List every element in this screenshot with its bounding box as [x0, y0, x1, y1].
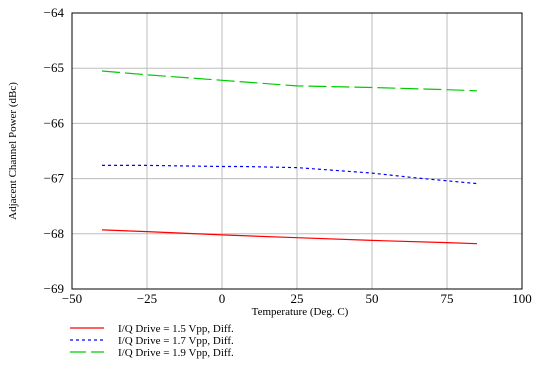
y-tick-label: −67: [44, 171, 65, 186]
x-tick-label: 25: [291, 291, 304, 306]
x-axis-label: Temperature (Deg. C): [252, 306, 349, 318]
x-tick-label: 0: [219, 291, 226, 306]
x-tick-label: −25: [137, 291, 157, 306]
legend-label: I/Q Drive = 1.9 Vpp, Diff.: [118, 347, 234, 359]
x-tick-label: 75: [441, 291, 454, 306]
y-tick-label: −65: [44, 60, 64, 75]
y-tick-label: −68: [44, 226, 64, 241]
series-line-2: [102, 164, 478, 185]
y-tick-label: −69: [44, 281, 64, 296]
x-tick-label: 100: [512, 291, 532, 306]
y-tick-label: −66: [44, 115, 65, 130]
x-tick-label: −50: [62, 291, 82, 306]
x-tick-label: 50: [366, 291, 379, 306]
series-lines: [101, 70, 478, 245]
legend: I/Q Drive = 1.5 Vpp, Diff.I/Q Drive = 1.…: [70, 323, 234, 359]
series-line-1: [101, 229, 478, 245]
legend-label: I/Q Drive = 1.7 Vpp, Diff.: [118, 335, 234, 347]
y-tick-label: −64: [44, 5, 65, 20]
y-tick-labels: −64 −65 −66 −67 −68 −69: [44, 5, 65, 296]
plot-area-frame: [71, 12, 523, 290]
series-line-3: [101, 70, 478, 92]
grid-lines: [71, 12, 523, 290]
x-tick-labels: −50 −25 0 25 50 75 100: [62, 291, 532, 306]
y-axis-label: Adjacent Channel Power (dBc): [7, 82, 19, 220]
legend-label: I/Q Drive = 1.5 Vpp, Diff.: [118, 323, 234, 335]
